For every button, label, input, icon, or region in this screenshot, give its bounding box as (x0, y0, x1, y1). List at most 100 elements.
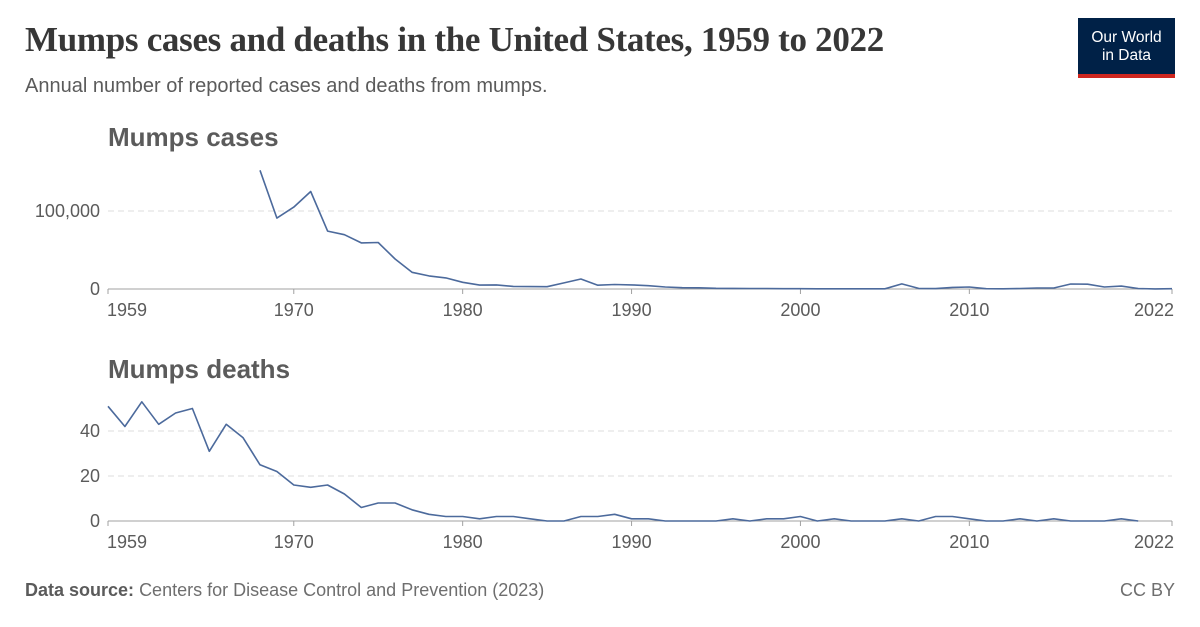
data-point (427, 512, 431, 516)
data-point (714, 519, 718, 523)
x-tick-label: 2022 (1134, 300, 1174, 320)
x-tick-label: 2010 (949, 532, 989, 552)
data-point (934, 515, 938, 519)
data-point (562, 281, 566, 285)
data-point (258, 463, 262, 467)
data-point (106, 404, 110, 408)
data-point (393, 257, 397, 261)
data-point (1052, 517, 1056, 521)
data-point (444, 515, 448, 519)
x-tick-label: 2000 (780, 532, 820, 552)
data-point (883, 519, 887, 523)
data-point (1136, 287, 1140, 291)
data-point (613, 512, 617, 516)
data-point (478, 517, 482, 521)
data-point (309, 485, 313, 489)
data-point (545, 519, 549, 523)
y-tick-label: 40 (80, 421, 100, 441)
data-point (444, 276, 448, 280)
data-point (950, 285, 954, 289)
data-point (815, 519, 819, 523)
data-point (427, 274, 431, 278)
data-point (579, 515, 583, 519)
data-point (663, 285, 667, 289)
logo-line-2: in Data (1101, 47, 1152, 64)
x-tick-label: 1980 (443, 300, 483, 320)
data-point (410, 508, 414, 512)
x-tick-label: 2022 (1134, 532, 1174, 552)
logo-line-1: Our World (1091, 29, 1162, 46)
x-tick-label: 1959 (107, 300, 147, 320)
data-point (934, 287, 938, 291)
x-tick-label: 1970 (274, 532, 314, 552)
data-point (849, 287, 853, 291)
data-point (342, 233, 346, 237)
data-point (376, 501, 380, 505)
data-point (900, 517, 904, 521)
data-point (579, 277, 583, 281)
data-point (326, 483, 330, 487)
data-point (207, 449, 211, 453)
data-point (832, 517, 836, 521)
data-point (748, 519, 752, 523)
data-point (917, 519, 921, 523)
data-point (562, 519, 566, 523)
license[interactable]: CC BY (1119, 580, 1175, 600)
y-tick-label: 0 (90, 279, 100, 299)
data-point (1119, 517, 1123, 521)
data-point (511, 284, 515, 288)
data-point (1086, 282, 1090, 286)
data-point (765, 517, 769, 521)
data-point (461, 515, 465, 519)
data-point (832, 287, 836, 291)
x-tick-label: 1990 (612, 532, 652, 552)
data-point (174, 411, 178, 415)
data-point (494, 515, 498, 519)
data-point (1170, 287, 1174, 291)
data-point (478, 283, 482, 287)
data-point (258, 168, 262, 172)
data-point (292, 483, 296, 487)
data-point (342, 492, 346, 496)
data-point (528, 285, 532, 289)
data-point (849, 519, 853, 523)
chart-panel-0: Mumps cases 0 100,000 1959 1970 1980 1990 2000 2… (35, 122, 1174, 320)
series-line (259, 170, 1173, 290)
panel-title: Mumps deaths (108, 354, 290, 384)
data-point (748, 286, 752, 290)
data-source-text[interactable]: Centers for Disease Control and Preventi… (139, 580, 545, 600)
owid-logo[interactable]: Our World in Data (1078, 18, 1175, 78)
data-source-label: Data source: (25, 580, 135, 600)
data-point (917, 286, 921, 290)
data-point (1153, 287, 1157, 291)
data-point (1136, 519, 1140, 523)
data-point (1035, 286, 1039, 290)
data-point (1086, 519, 1090, 523)
x-tick-label: 1980 (443, 532, 483, 552)
data-point (866, 287, 870, 291)
data-point (798, 287, 802, 291)
data-point (967, 517, 971, 521)
data-point (309, 190, 313, 194)
data-point (1052, 286, 1056, 290)
y-tick-label: 20 (80, 466, 100, 486)
data-point (697, 519, 701, 523)
data-point (224, 422, 228, 426)
x-tick-label: 1959 (107, 532, 147, 552)
chart-panel-1: Mumps deaths 0 20 40 1959 1970 1980 1990 2000 201… (80, 354, 1174, 552)
data-point (646, 517, 650, 521)
data-point (1001, 519, 1005, 523)
data-point (596, 515, 600, 519)
y-tick-label: 0 (90, 511, 100, 531)
data-point (613, 283, 617, 287)
data-point (714, 286, 718, 290)
data-point (967, 285, 971, 289)
data-point (275, 470, 279, 474)
x-tick-label: 2010 (949, 300, 989, 320)
data-point (190, 407, 194, 411)
chart-title: Mumps cases and deaths in the United Sta… (25, 20, 884, 59)
data-point (410, 270, 414, 274)
x-tick-label: 1970 (274, 300, 314, 320)
data-point (697, 286, 701, 290)
data-point (1001, 287, 1005, 291)
